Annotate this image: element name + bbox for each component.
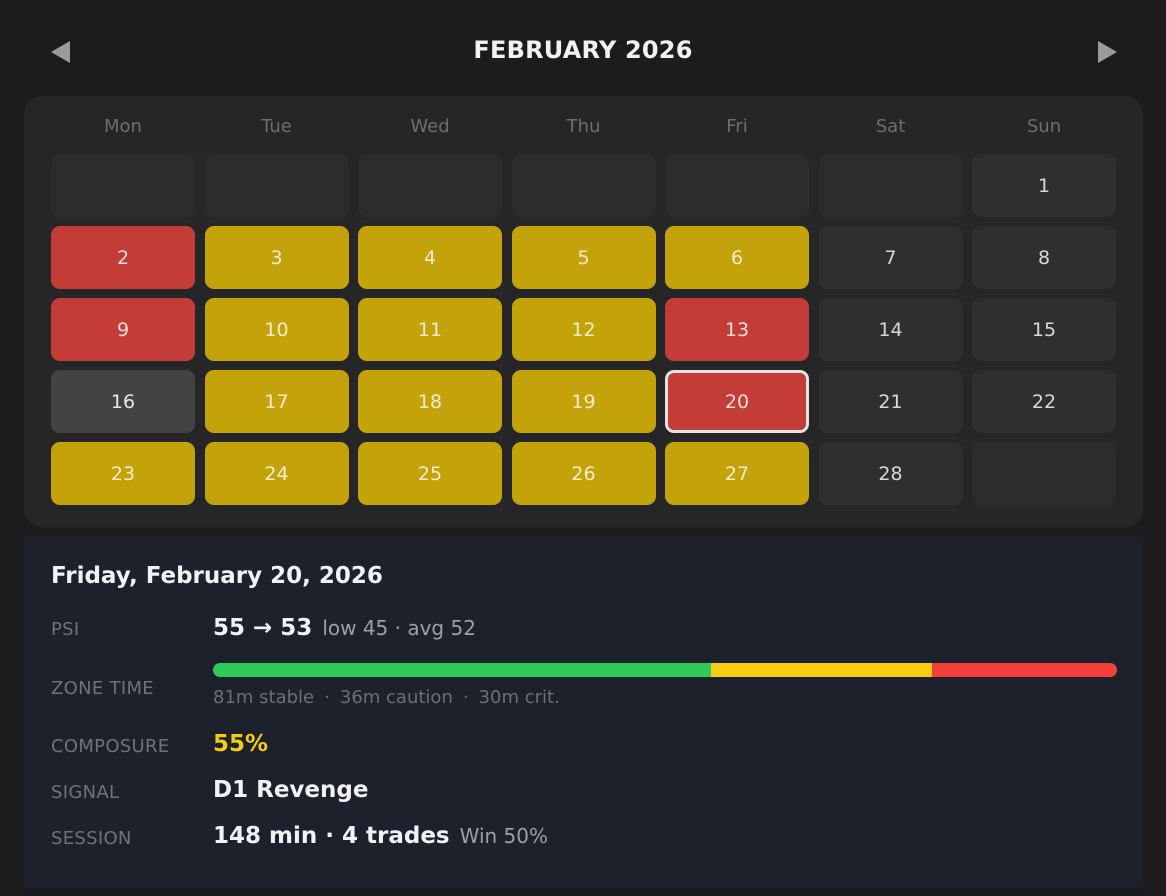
day-cell-22[interactable]: 22 [972,370,1116,433]
psi-label: PSI [51,619,80,640]
day-cell-23[interactable]: 23 [51,442,195,505]
weekday-header-row: Mon Tue Wed Thu Fri Sat Sun [51,116,1116,137]
composure-value: 55% [213,731,269,757]
day-cell-28[interactable]: 28 [818,442,963,505]
zone-separator: · [462,687,469,708]
zone-time-bar [213,663,1117,677]
day-cell-4[interactable]: 4 [358,226,502,289]
empty-day-cell [51,154,195,217]
day-cell-1[interactable]: 1 [972,154,1116,217]
day-detail-panel: Friday, February 20, 2026 PSI 55 → 53 low… [24,537,1143,890]
day-cell-7[interactable]: 7 [818,226,963,289]
weekday-label-sun: Sun [1026,116,1062,137]
zone-caution-segment [711,663,933,677]
zone-stable-segment [213,663,712,677]
previous-month-button[interactable] [49,38,73,66]
day-cell-26[interactable]: 26 [511,442,656,505]
day-grid: 1 2 3 4 5 6 7 8 9 10 11 12 13 14 15 16 17 18 19 20 21 22 23 24 2… [51,154,1116,505]
signal-value: D1 Revenge [213,777,369,803]
zone-time-label: ZONE TIME [51,678,154,699]
triangle-right-icon [1098,41,1117,63]
day-cell-17[interactable]: 17 [204,370,349,433]
zone-separator: · [324,687,330,708]
day-cell-14[interactable]: 14 [818,298,963,361]
day-cell-11[interactable]: 11 [358,298,502,361]
day-cell-6[interactable]: 6 [665,226,809,289]
weekday-label-thu: Thu [566,116,601,137]
zone-critical-text: 30m crit. [478,687,560,708]
empty-day-cell [358,154,502,217]
weekday-label-tue: Tue [261,116,292,137]
session-label: SESSION [51,828,132,849]
day-cell-24[interactable]: 24 [204,442,349,505]
psi-stats: low 45 · avg 52 [322,616,476,640]
zone-time-legend: 81m stable · 36m caution · 30m crit. [213,687,560,708]
empty-day-cell [665,154,809,217]
zone-caution-text: 36m caution [339,687,453,708]
day-cell-3[interactable]: 3 [204,226,349,289]
session-win-rate: Win 50% [459,824,549,848]
day-cell-10[interactable]: 10 [204,298,349,361]
triangle-left-icon [51,41,70,63]
psi-row: 55 → 53 low 45 · avg 52 [213,615,476,641]
weekday-label-sat: Sat [875,116,906,137]
calendar-grid-card: Mon Tue Wed Thu Fri Sat Sun 1 2 3 4 5 6 7 8 9 10 11 12 13 1… [24,96,1143,527]
day-cell-9[interactable]: 9 [51,298,195,361]
day-cell-15[interactable]: 15 [972,298,1116,361]
day-cell-5[interactable]: 5 [511,226,656,289]
day-cell-27[interactable]: 27 [665,442,809,505]
composure-label: COMPOSURE [51,736,170,757]
month-title: FEBRUARY 2026 [473,36,693,64]
empty-day-cell [972,442,1116,505]
session-value: 148 min · 4 trades [213,823,450,849]
calendar-header: FEBRUARY 2026 [0,0,1166,96]
day-cell-16[interactable]: 16 [51,370,195,433]
day-cell-19[interactable]: 19 [511,370,656,433]
next-month-button[interactable] [1095,38,1119,66]
psi-value: 55 → 53 [213,615,313,641]
empty-day-cell [818,154,963,217]
day-cell-12[interactable]: 12 [511,298,656,361]
zone-stable-text: 81m stable [213,687,315,708]
weekday-label-wed: Wed [410,116,450,137]
empty-day-cell [204,154,349,217]
zone-critical-segment [932,663,1117,677]
day-cell-2[interactable]: 2 [51,226,195,289]
day-cell-21[interactable]: 21 [818,370,963,433]
day-cell-13[interactable]: 13 [665,298,809,361]
day-cell-8[interactable]: 8 [972,226,1116,289]
day-cell-18[interactable]: 18 [358,370,502,433]
day-cell-20[interactable]: 20 [665,370,809,433]
detail-date-heading: Friday, February 20, 2026 [51,563,383,589]
day-cell-25[interactable]: 25 [358,442,502,505]
session-row: 148 min · 4 trades Win 50% [213,823,548,849]
weekday-label-mon: Mon [104,116,142,137]
empty-day-cell [511,154,656,217]
signal-label: SIGNAL [51,782,120,803]
weekday-label-fri: Fri [726,116,748,137]
